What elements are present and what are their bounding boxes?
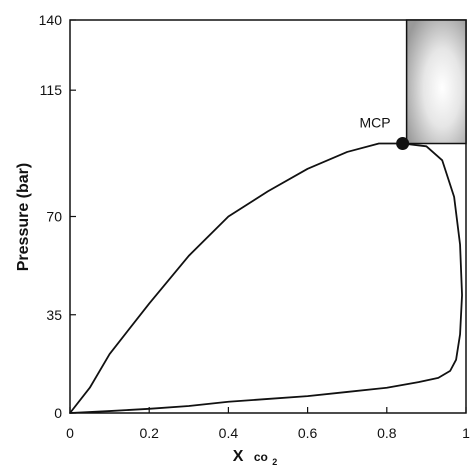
x-tick-label: 0.6 — [298, 425, 318, 441]
supercritical-region — [405, 19, 467, 145]
y-axis: 0 35 70 115 140 — [39, 12, 76, 421]
x-tick-label: 0 — [66, 425, 74, 441]
x-tick-label: 1 — [462, 425, 470, 441]
phase-envelope-curve — [69, 142, 463, 414]
x-axis-title-subscript-digit: 2 — [272, 457, 277, 467]
mcp-marker — [396, 137, 410, 151]
x-axis-title: X co 2 — [233, 448, 278, 467]
y-tick-label: 35 — [46, 307, 62, 323]
x-tick-label: 0.8 — [377, 425, 397, 441]
y-tick-label: 140 — [39, 12, 63, 28]
y-tick-label: 115 — [40, 82, 63, 98]
x-tick-label: 0.2 — [139, 425, 159, 441]
y-tick-label: 0 — [54, 405, 62, 421]
mcp-label: MCP — [360, 115, 391, 131]
y-axis-title: Pressure (bar) — [15, 163, 32, 272]
x-axis-title-main: X — [233, 448, 244, 465]
y-tick-label: 70 — [46, 209, 62, 225]
series-layer — [69, 19, 467, 414]
x-axis-title-subscript: co — [254, 450, 268, 464]
x-axis: 0 0.2 0.4 0.6 0.8 1 — [66, 407, 470, 441]
x-tick-label: 0.4 — [219, 425, 239, 441]
annotation-layer: MCP — [360, 115, 410, 151]
